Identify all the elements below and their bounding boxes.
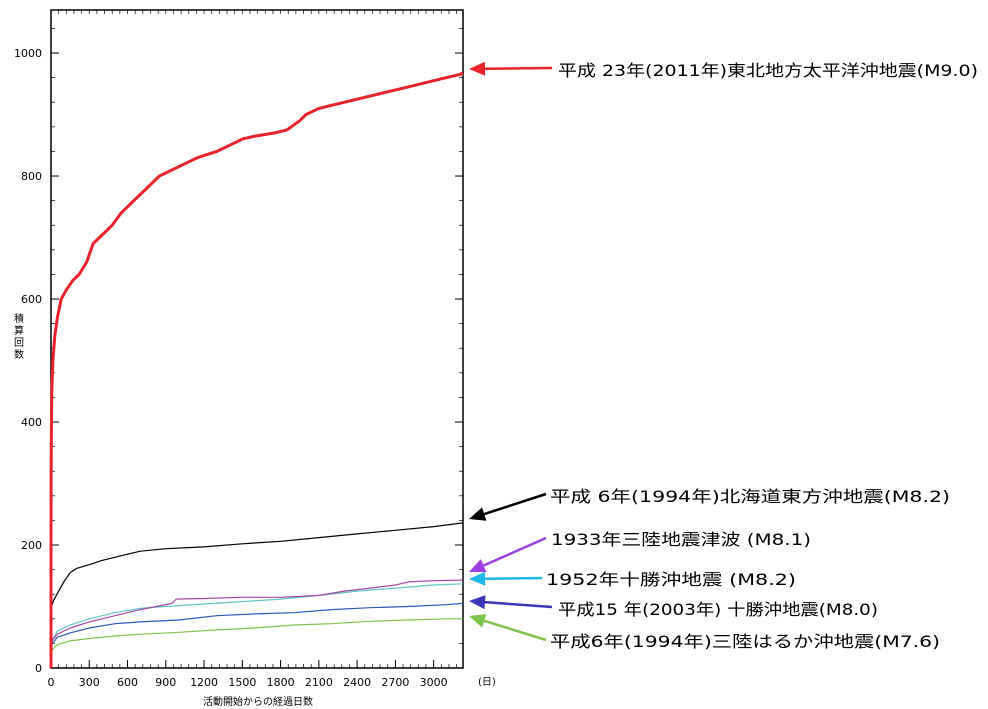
series-annotation-label: 1952年十勝沖地震 (M8.2): [546, 570, 796, 589]
plot-frame: [50, 9, 464, 669]
y-tick-label: 800: [21, 170, 42, 183]
series-line-5: [50, 618, 463, 656]
annotation-arrow-line: [483, 492, 547, 516]
y-axis-label-char: 積: [14, 312, 24, 325]
annotation-arrow-head: [469, 507, 487, 521]
x-tick-label: 2400: [343, 676, 371, 689]
x-tick-label: 900: [155, 676, 176, 689]
x-axis-ticks: 0 300 600 900 1200 1500 1800 2100 2400 2700 3000: [48, 660, 448, 689]
x-tick-label: 600: [117, 676, 138, 689]
series-line-0: [49, 71, 464, 668]
x-tick-label: 0: [48, 676, 55, 689]
y-axis-label-char: 回: [14, 337, 24, 349]
series-layer: [49, 71, 464, 668]
x-tick-label: 3000: [420, 676, 448, 689]
series-annotation-label: 平成6年(1994年)三陸はるか沖地震(M7.6): [550, 632, 940, 651]
minor-ticks: [50, 10, 463, 669]
annotation-layer: 平成 23年(2011年)東北地方太平洋沖地震(M9.0) 平成 6年(1994年…: [469, 61, 978, 651]
x-tick-label: 1500: [228, 676, 256, 689]
series-line-1: [50, 522, 464, 668]
y-axis-ticks: 0 200 400 600 800 1000: [14, 47, 463, 675]
series-annotation-label: 平成15 年(2003年) 十勝沖地震(M8.0): [558, 600, 878, 619]
x-axis-unit: (日): [478, 677, 496, 688]
y-axis-label-char: 数: [14, 348, 24, 361]
series-line-2: [50, 579, 464, 656]
x-tick-label: 2100: [305, 676, 333, 689]
x-tick-label: 300: [79, 676, 100, 689]
annotation-arrow-head: [469, 614, 487, 628]
annotation-arrow-line: [483, 536, 547, 567]
annotation-arrow-line: [484, 66, 553, 71]
y-tick-label: 1000: [14, 47, 42, 60]
x-axis-label: 活動開始からの経過日数: [203, 695, 313, 708]
annotation-arrow-head: [469, 595, 486, 610]
annotation-arrow-head: [469, 61, 486, 76]
x-tick-label: 1200: [190, 676, 218, 689]
y-tick-label: 600: [21, 293, 42, 306]
x-tick-label: 2700: [381, 676, 409, 689]
series-annotation-label: 平成 6年(1994年)北海道東方沖地震(M8.2): [550, 487, 950, 506]
annotation-arrow-head: [469, 571, 486, 586]
annotation-arrow-head: [469, 559, 487, 572]
annotation-arrow-line: [484, 576, 543, 581]
x-tick-label: 1800: [267, 676, 295, 689]
series-line-3: [50, 583, 464, 653]
y-tick-label: 0: [35, 662, 42, 675]
annotation-arrow-line: [483, 619, 547, 642]
y-tick-label: 400: [21, 416, 42, 429]
annotation-arrow-line: [484, 600, 553, 609]
y-axis-label-char: 算: [14, 324, 24, 337]
y-tick-label: 200: [21, 539, 42, 552]
series-line-4: [50, 602, 464, 653]
series-annotation-label: 平成 23年(2011年)東北地方太平洋沖地震(M9.0): [558, 61, 978, 80]
series-annotation-label: 1933年三陸地震津波 (M8.1): [551, 530, 811, 549]
